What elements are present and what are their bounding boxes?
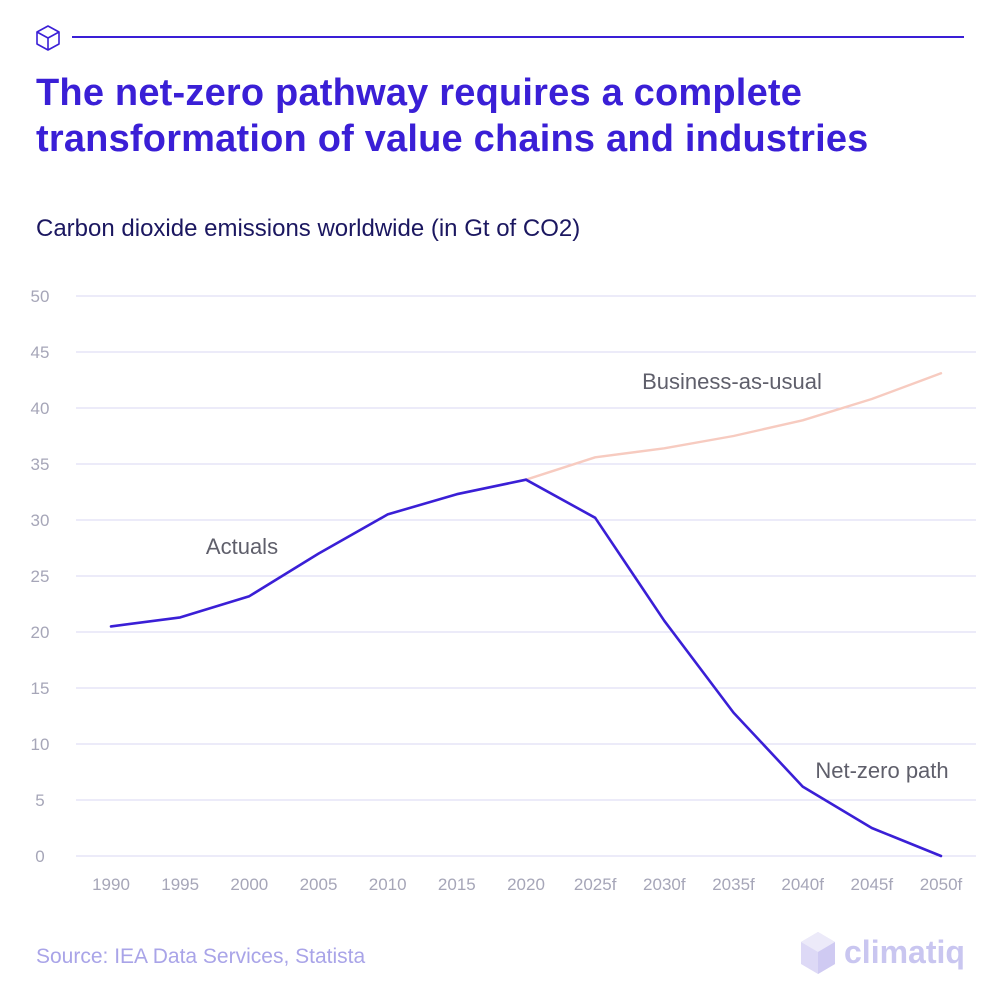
x-tick-label: 2000 <box>230 875 268 894</box>
y-tick-label: 30 <box>31 511 50 530</box>
series-label: Business-as-usual <box>642 369 822 394</box>
chart-subtitle: Carbon dioxide emissions worldwide (in G… <box>36 215 581 242</box>
x-tick-label: 2050f <box>920 875 963 894</box>
y-tick-label: 50 <box>31 287 50 306</box>
x-tick-label: 2030f <box>643 875 686 894</box>
x-tick-label: 2015 <box>438 875 476 894</box>
cube-icon <box>36 25 60 51</box>
x-tick-label: 1995 <box>161 875 199 894</box>
y-tick-label: 45 <box>31 343 50 362</box>
series-line-actuals <box>109 478 528 628</box>
header-rule <box>72 36 964 38</box>
y-tick-label: 15 <box>31 679 50 698</box>
page-title: The net-zero pathway requires a complete… <box>36 72 869 160</box>
y-tick-label: 35 <box>31 455 50 474</box>
y-tick-label: 5 <box>35 791 44 810</box>
emissions-line-chart: 0 5 10 15 20 25 30 35 40 45 50 1990 1995 2000 2005 2010… <box>31 287 976 894</box>
x-tick-label: 2045f <box>851 875 894 894</box>
y-tick-label: 0 <box>35 847 44 866</box>
series-line-business-as-usual <box>524 372 943 481</box>
series-label: Actuals <box>206 534 278 559</box>
y-tick-label: 40 <box>31 399 50 418</box>
x-tick-label: 1990 <box>92 875 130 894</box>
series-label: Net-zero path <box>815 758 948 783</box>
logo-text: climatiq <box>844 934 965 970</box>
y-tick-label: 10 <box>31 735 50 754</box>
climatiq-logo: climatiq <box>798 930 978 976</box>
climatiq-logo-icon <box>801 932 835 974</box>
x-tick-label: 2035f <box>712 875 755 894</box>
x-tick-label: 2005 <box>300 875 338 894</box>
x-tick-label: 2025f <box>574 875 617 894</box>
x-tick-label: 2020 <box>507 875 545 894</box>
x-tick-label: 2040f <box>781 875 824 894</box>
series-line-net-zero-path <box>524 478 943 858</box>
source-note: Source: IEA Data Services, Statista <box>36 945 366 968</box>
y-tick-label: 25 <box>31 567 50 586</box>
x-tick-label: 2010 <box>369 875 407 894</box>
y-tick-label: 20 <box>31 623 50 642</box>
